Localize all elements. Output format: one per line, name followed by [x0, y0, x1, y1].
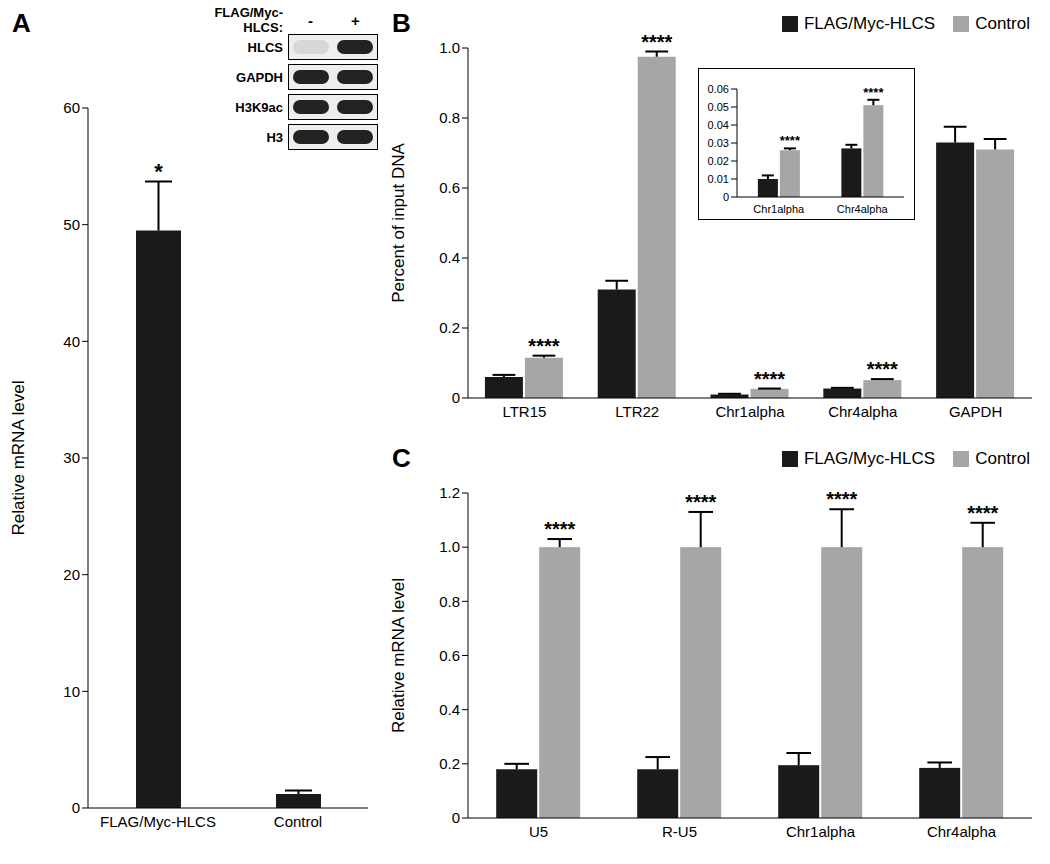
- html-text:FLAG/Myc-HLCS: FLAG/Myc-HLCS: [803, 14, 936, 33]
- svg-text:0.04: 0.04: [708, 119, 729, 131]
- svg-text:0.06: 0.06: [708, 83, 729, 95]
- svg-text:****: ****: [641, 31, 672, 53]
- svg-text:0.03: 0.03: [708, 137, 729, 149]
- svg-text:0.6: 0.6: [439, 647, 460, 664]
- svg-text:****: ****: [780, 133, 801, 148]
- svg-text:Chr4alpha: Chr4alpha: [828, 403, 898, 420]
- svg-text:****: ****: [967, 502, 998, 524]
- svg-text:****: ****: [528, 335, 559, 357]
- html-text:FLAG/Myc-HLCS: FLAG/Myc-HLCS: [803, 449, 936, 468]
- svg-text:0: 0: [452, 389, 460, 406]
- html-text:FLAG/Myc-HLCS:: FLAG/Myc-HLCS:: [214, 5, 283, 35]
- svg-text:Chr4alpha: Chr4alpha: [837, 203, 889, 215]
- svg-text:FLAG/Myc-HLCS: FLAG/Myc-HLCS: [100, 813, 216, 830]
- html-text:GAPDH: GAPDH: [236, 69, 283, 85]
- svg-text:50: 50: [63, 216, 80, 233]
- svg-text:40: 40: [63, 333, 80, 350]
- svg-text:0.2: 0.2: [439, 755, 460, 772]
- html-text:Control: Control: [975, 449, 1030, 468]
- svg-text:LTR15: LTR15: [502, 403, 546, 420]
- svg-text:0: 0: [723, 191, 729, 203]
- svg-text:1.2: 1.2: [439, 484, 460, 501]
- svg-text:Percent of input DNA: Percent of input DNA: [389, 143, 408, 303]
- svg-text:0.8: 0.8: [439, 593, 460, 610]
- svg-text:****: ****: [544, 518, 575, 540]
- svg-text:Chr1alpha: Chr1alpha: [753, 203, 805, 215]
- svg-text:1.0: 1.0: [439, 538, 460, 555]
- svg-text:0.05: 0.05: [708, 101, 729, 113]
- svg-text:U5: U5: [529, 823, 548, 840]
- svg-text:****: ****: [867, 358, 898, 380]
- svg-text:Chr1alpha: Chr1alpha: [715, 403, 785, 420]
- svg-text:0.4: 0.4: [439, 701, 460, 718]
- html-text:B: B: [392, 8, 411, 38]
- svg-text:****: ****: [863, 85, 884, 100]
- svg-text:30: 30: [63, 449, 80, 466]
- svg-text:1.0: 1.0: [439, 39, 460, 56]
- svg-text:0.01: 0.01: [708, 173, 729, 185]
- svg-text:GAPDH: GAPDH: [949, 403, 1002, 420]
- html-text:H3K9ac: H3K9ac: [235, 99, 283, 115]
- svg-text:****: ****: [754, 368, 785, 390]
- svg-text:R-U5: R-U5: [662, 823, 697, 840]
- svg-text:****: ****: [685, 491, 716, 513]
- svg-text:Relative mRNA level: Relative mRNA level: [389, 578, 408, 733]
- svg-text:Chr1alpha: Chr1alpha: [786, 823, 856, 840]
- svg-text:60: 60: [63, 99, 80, 116]
- svg-text:10: 10: [63, 683, 80, 700]
- html-text:HLCS: HLCS: [247, 39, 283, 55]
- svg-text:Chr4alpha: Chr4alpha: [927, 823, 997, 840]
- svg-text:****: ****: [826, 488, 857, 510]
- svg-text:0.6: 0.6: [439, 179, 460, 196]
- svg-text:LTR22: LTR22: [615, 403, 659, 420]
- svg-text:0: 0: [72, 799, 80, 816]
- html-text:A: A: [12, 8, 31, 38]
- svg-text:Control: Control: [274, 813, 322, 830]
- svg-text:Relative mRNA level: Relative mRNA level: [9, 381, 28, 536]
- svg-text:0: 0: [452, 809, 460, 826]
- svg-text:20: 20: [63, 566, 80, 583]
- svg-text:0.02: 0.02: [708, 155, 729, 167]
- svg-text:0.8: 0.8: [439, 109, 460, 126]
- html-text:H3: H3: [266, 129, 283, 145]
- svg-text:0.4: 0.4: [439, 249, 460, 266]
- html-text:Control: Control: [975, 14, 1030, 33]
- svg-text:*: *: [154, 159, 163, 184]
- html-text:C: C: [392, 443, 411, 473]
- svg-text:0.2: 0.2: [439, 319, 460, 336]
